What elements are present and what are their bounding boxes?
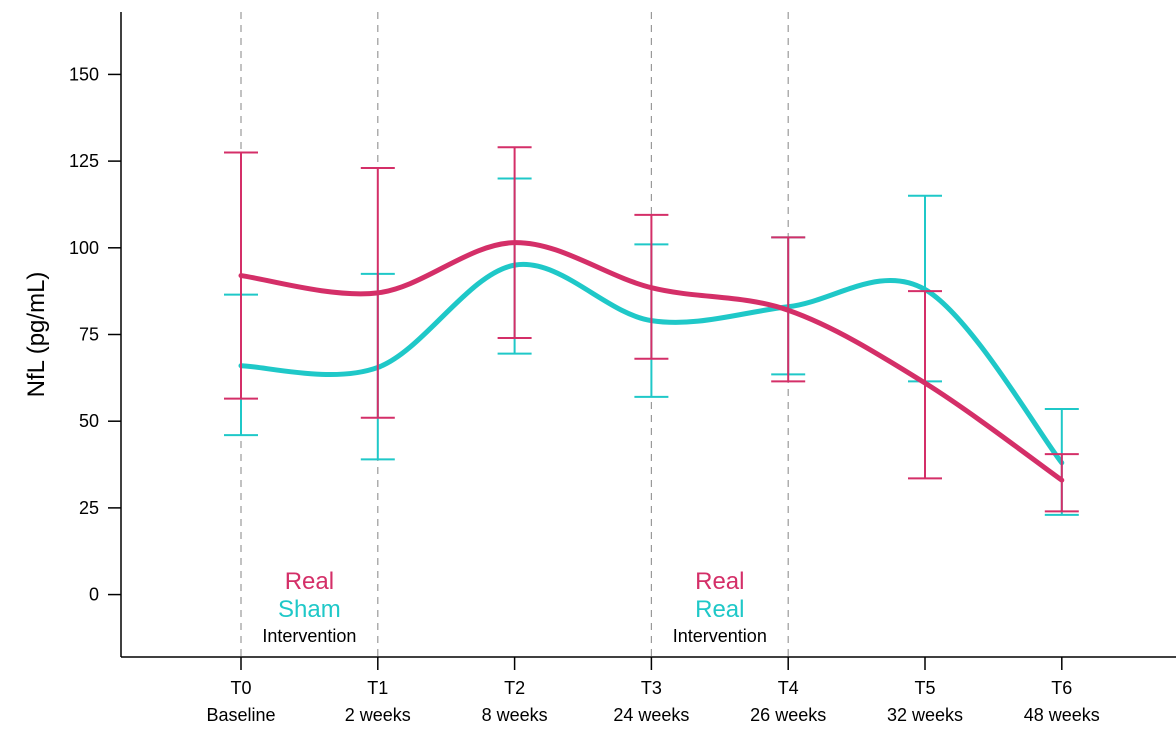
- x-tick-label: T0: [230, 678, 251, 698]
- y-tick-label: 50: [79, 411, 99, 431]
- x-tick-label: T1: [367, 678, 388, 698]
- y-axis-label: NfL (pg/mL): [23, 272, 50, 398]
- arm-label: Real: [285, 568, 334, 595]
- arm-label: Real: [695, 568, 744, 595]
- series-1: [224, 146, 1079, 513]
- y-tick-label: 25: [79, 498, 99, 518]
- x-tick-sublabel: 24 weeks: [613, 705, 689, 725]
- x-tick-label: T2: [504, 678, 525, 698]
- series-layer: [224, 146, 1079, 516]
- intervention-caption: Intervention: [262, 626, 356, 646]
- x-tick-sublabel: 2 weeks: [345, 705, 411, 725]
- x-tick-label: T5: [914, 678, 935, 698]
- y-tick-label: 150: [69, 64, 99, 84]
- series-line: [238, 240, 1065, 483]
- arm-label: Sham: [278, 596, 341, 623]
- x-tick-sublabel: 48 weeks: [1024, 705, 1100, 725]
- intervention-caption: Intervention: [673, 626, 767, 646]
- y-tick-label: 0: [89, 585, 99, 605]
- x-tick-label: T3: [641, 678, 662, 698]
- x-tick-sublabel: Baseline: [206, 705, 275, 725]
- y-tick-label: 125: [69, 151, 99, 171]
- y-tick-label: 75: [79, 325, 99, 345]
- y-tick-label: 100: [69, 238, 99, 258]
- x-tick-label: T4: [778, 678, 799, 698]
- x-tick-sublabel: 32 weeks: [887, 705, 963, 725]
- x-tick-sublabel: 8 weeks: [482, 705, 548, 725]
- y-axis-ticks: 0 25 50 75 100 125 150: [69, 64, 121, 605]
- x-tick-label: T6: [1051, 678, 1072, 698]
- arm-label: Real: [695, 596, 744, 623]
- x-axis-ticks: T0 Baseline T1 2 weeks T2 8 weeks T3 24 weeks T4…: [206, 657, 1100, 725]
- axes: [120, 12, 1176, 658]
- intervention-marker-lines: [240, 12, 789, 657]
- x-tick-sublabel: 26 weeks: [750, 705, 826, 725]
